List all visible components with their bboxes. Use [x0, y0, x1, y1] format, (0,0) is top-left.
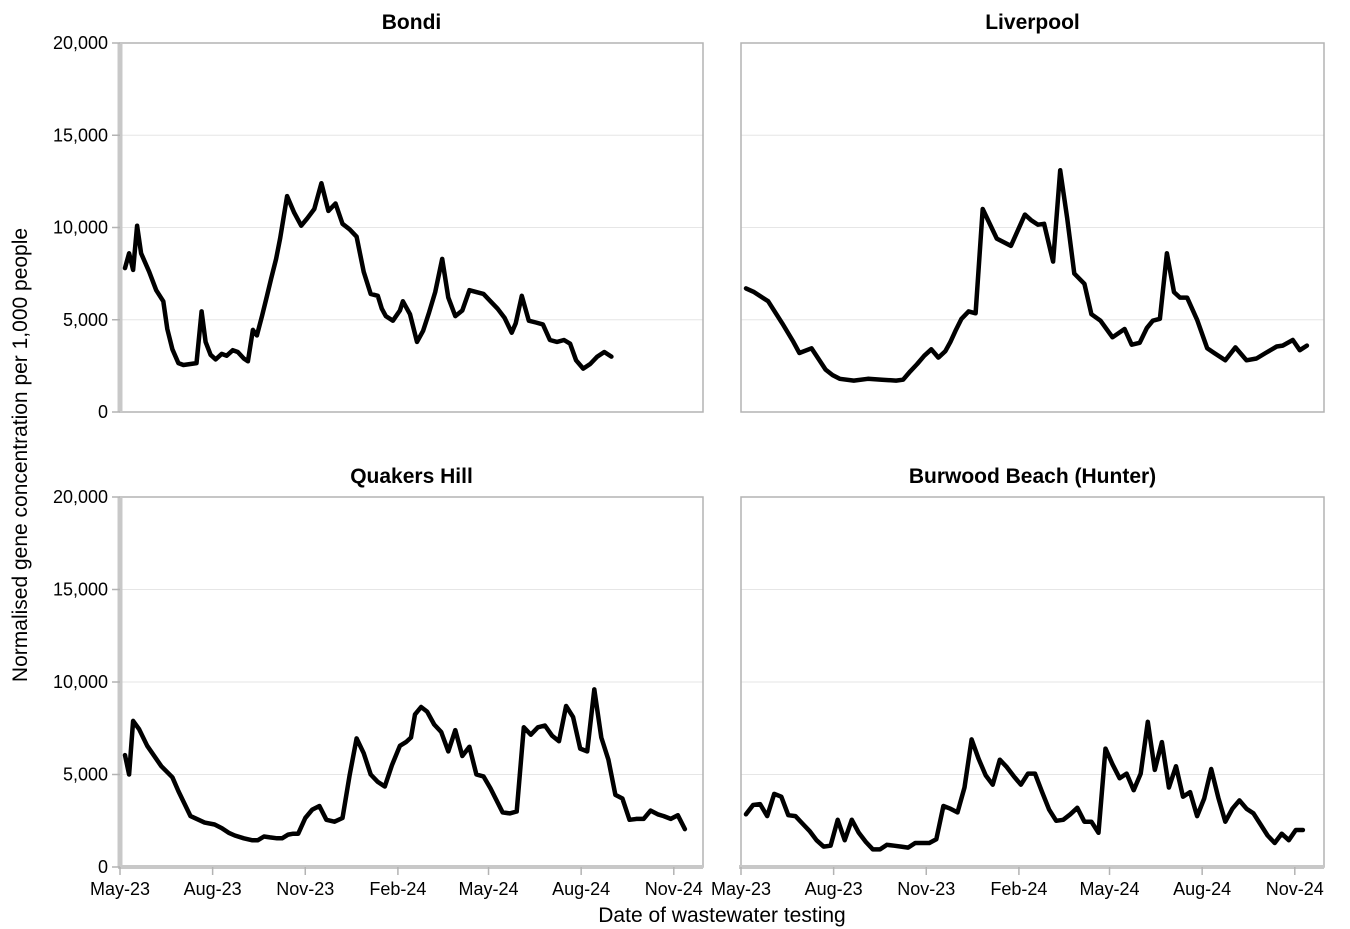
- x-tick-label: Aug-24: [1173, 879, 1231, 899]
- x-tick-label: Nov-23: [897, 879, 955, 899]
- x-tick-label: Feb-24: [990, 879, 1047, 899]
- x-tick-label: May-23: [90, 879, 150, 899]
- x-tick-label: Nov-24: [645, 879, 703, 899]
- panel-title: Burwood Beach (Hunter): [909, 465, 1156, 488]
- panel-bondi: 0 5,000 10,000 15,000 20,000 Bondi: [53, 11, 704, 422]
- y-tick-label: 0: [98, 857, 108, 877]
- panel-title: Bondi: [382, 11, 441, 34]
- panels: 0 5,000 10,000 15,000 20,000 Bondi Liverpool 0 5…: [53, 11, 1325, 899]
- x-tick-label: May-23: [711, 879, 771, 899]
- x-tick-label: Aug-23: [184, 879, 242, 899]
- series-line-bondi: [122, 180, 614, 371]
- series-line-quakers-hill: [122, 687, 688, 843]
- panel-liverpool: Liverpool: [740, 11, 1325, 413]
- x-tick-label: Feb-24: [369, 879, 426, 899]
- y-tick-label: 5,000: [63, 765, 108, 785]
- x-tick-label: May-24: [459, 879, 519, 899]
- series-line-liverpool: [743, 168, 1310, 383]
- y-tick-label: 0: [98, 402, 108, 422]
- y-tick-label: 10,000: [53, 672, 108, 692]
- x-tick-label: Nov-23: [276, 879, 334, 899]
- y-tick-label: 10,000: [53, 218, 108, 238]
- panel-quakers-hill: 0 5,000 10,000 15,000 20,000 May-23 Aug-23 Nov-…: [53, 465, 704, 899]
- y-axis-title: Normalised gene concentration per 1,000 …: [9, 228, 32, 682]
- x-axis-title: Date of wastewater testing: [598, 904, 845, 927]
- series-line-burwood-beach-hunter: [743, 719, 1306, 852]
- y-tick-label: 15,000: [53, 580, 108, 600]
- panel-frame: [740, 42, 1325, 413]
- x-tick-label: Aug-24: [552, 879, 610, 899]
- x-tick-label: Aug-23: [805, 879, 863, 899]
- x-tick-label: May-24: [1080, 879, 1140, 899]
- y-tick-label: 20,000: [53, 33, 108, 53]
- panel-title: Liverpool: [985, 11, 1080, 34]
- y-tick-label: 5,000: [63, 310, 108, 330]
- panel-burwood-beach-hunter: May-23 Aug-23 Nov-23 Feb-24 May-24 Aug-24 Nov-…: [711, 465, 1325, 899]
- panel-title: Quakers Hill: [350, 465, 473, 488]
- y-tick-label: 20,000: [53, 487, 108, 507]
- x-tick-label: Nov-24: [1266, 879, 1324, 899]
- y-tick-label: 15,000: [53, 125, 108, 145]
